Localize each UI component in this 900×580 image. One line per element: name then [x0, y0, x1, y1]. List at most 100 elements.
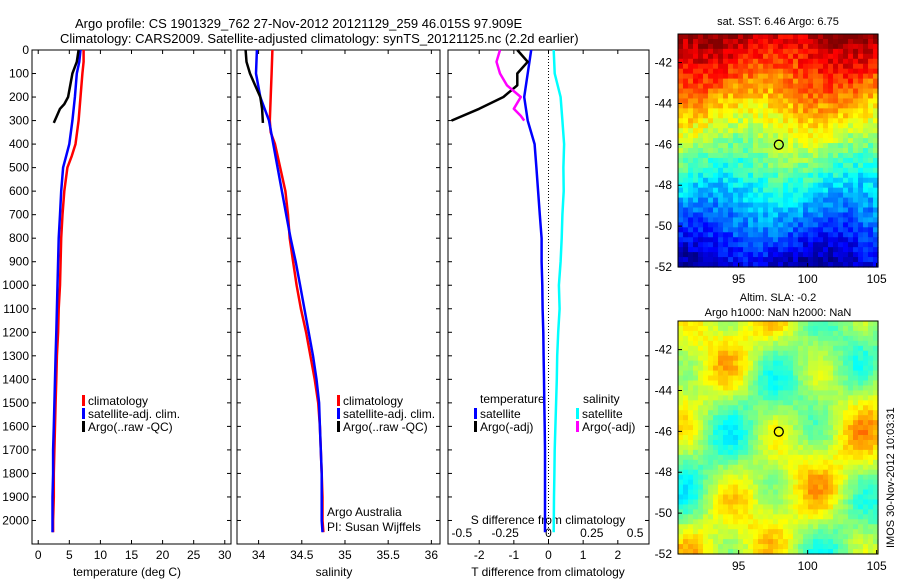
heatmap-cell: [728, 83, 734, 90]
heatmap-cell: [708, 167, 714, 174]
heatmap-cell: [783, 439, 789, 446]
heatmap-cell: [773, 227, 779, 233]
heatmap-cell: [713, 187, 719, 194]
heatmap-cell: [698, 128, 704, 134]
heatmap-cell: [803, 148, 809, 154]
heatmap-cell: [698, 524, 704, 530]
heatmap-cell: [773, 539, 779, 545]
heatmap-cell: [683, 390, 689, 396]
heatmap-cell: [828, 48, 834, 55]
heatmap-cell: [733, 489, 739, 496]
heatmap-cell: [873, 157, 879, 164]
heatmap-cell: [823, 335, 829, 342]
heatmap-cell: [758, 405, 764, 411]
heatmap-cell: [843, 58, 849, 65]
heatmap-cell: [843, 494, 849, 501]
heatmap-cell: [718, 420, 724, 426]
heatmap-cell: [738, 118, 744, 124]
heatmap-cell: [863, 514, 869, 520]
heatmap-cell: [758, 519, 764, 525]
heatmap-cell: [733, 43, 739, 50]
heatmap-cell: [833, 247, 839, 253]
heatmap-cell: [678, 113, 684, 119]
heatmap-cell: [688, 118, 694, 124]
heatmap-cell: [868, 262, 874, 268]
heatmap-cell: [768, 162, 774, 169]
heatmap-cell: [773, 529, 779, 535]
heatmap-cell: [768, 539, 774, 545]
heatmap-cell: [838, 534, 844, 540]
heatmap-cell: [783, 335, 789, 342]
heatmap-cell: [808, 237, 814, 243]
heatmap-cell: [838, 108, 844, 114]
heatmap-cell: [808, 499, 814, 506]
heatmap-cell: [728, 162, 734, 169]
heatmap-cell: [693, 380, 699, 387]
heatmap-cell: [833, 340, 839, 347]
heatmap-cell: [718, 350, 724, 357]
heatmap-cell: [788, 83, 794, 90]
heatmap-cell: [773, 340, 779, 347]
heatmap-cell: [858, 93, 864, 100]
heatmap-cell: [808, 58, 814, 65]
heatmap-cell: [763, 549, 769, 555]
heatmap-cell: [703, 325, 709, 332]
heatmap-cell: [778, 539, 784, 545]
heatmap-cell: [688, 34, 694, 40]
heatmap-cell: [688, 123, 694, 129]
heatmap-cell: [858, 439, 864, 446]
heatmap-cell: [748, 514, 754, 520]
heatmap-cell: [818, 237, 824, 243]
heatmap-cell: [743, 489, 749, 496]
heatmap-cell: [728, 420, 734, 426]
heatmap-cell: [703, 232, 709, 238]
heatmap-cell: [813, 232, 819, 238]
heatmap-cell: [828, 58, 834, 65]
heatmap-cell: [868, 325, 874, 332]
heatmap-cell: [718, 474, 724, 481]
heatmap-cell: [728, 321, 734, 327]
heatmap-cell: [828, 405, 834, 411]
heatmap-cell: [808, 430, 814, 436]
heatmap-cell: [703, 360, 709, 367]
heatmap-cell: [783, 247, 789, 253]
heatmap-cell: [713, 123, 719, 129]
heatmap-cell: [803, 227, 809, 233]
heatmap-cell: [858, 232, 864, 238]
heatmap-cell: [773, 494, 779, 501]
heatmap-cell: [703, 449, 709, 456]
heatmap-cell: [683, 534, 689, 540]
heatmap-cell: [838, 519, 844, 525]
heatmap-cell: [763, 365, 769, 372]
heatmap-cell: [803, 182, 809, 189]
heatmap-cell: [768, 34, 774, 40]
heatmap-cell: [748, 217, 754, 223]
heatmap-cell: [758, 385, 764, 392]
series-line: [52, 49, 80, 124]
heatmap-cell: [743, 207, 749, 214]
salinity-annotation-1: Argo Australia: [327, 505, 402, 519]
heatmap-cell: [708, 73, 714, 80]
heatmap-cell: [858, 494, 864, 501]
heatmap-cell: [738, 192, 744, 199]
heatmap-cell: [788, 78, 794, 85]
heatmap-cell: [858, 78, 864, 85]
heatmap-cell: [803, 479, 809, 486]
heatmap-cell: [818, 514, 824, 520]
heatmap-cell: [863, 504, 869, 510]
heatmap-cell: [758, 330, 764, 337]
heatmap-cell: [868, 162, 874, 169]
heatmap-cell: [763, 262, 769, 268]
heatmap-cell: [723, 53, 729, 60]
heatmap-cell: [783, 430, 789, 436]
heatmap-cell: [768, 405, 774, 411]
heatmap-cell: [843, 123, 849, 129]
heatmap-cell: [793, 247, 799, 253]
heatmap-cell: [743, 128, 749, 134]
heatmap-cell: [823, 390, 829, 396]
heatmap-cell: [803, 162, 809, 169]
heatmap-cell: [763, 68, 769, 75]
heatmap-cell: [788, 395, 794, 401]
heatmap-cell: [808, 449, 814, 456]
heatmap-cell: [708, 152, 714, 159]
